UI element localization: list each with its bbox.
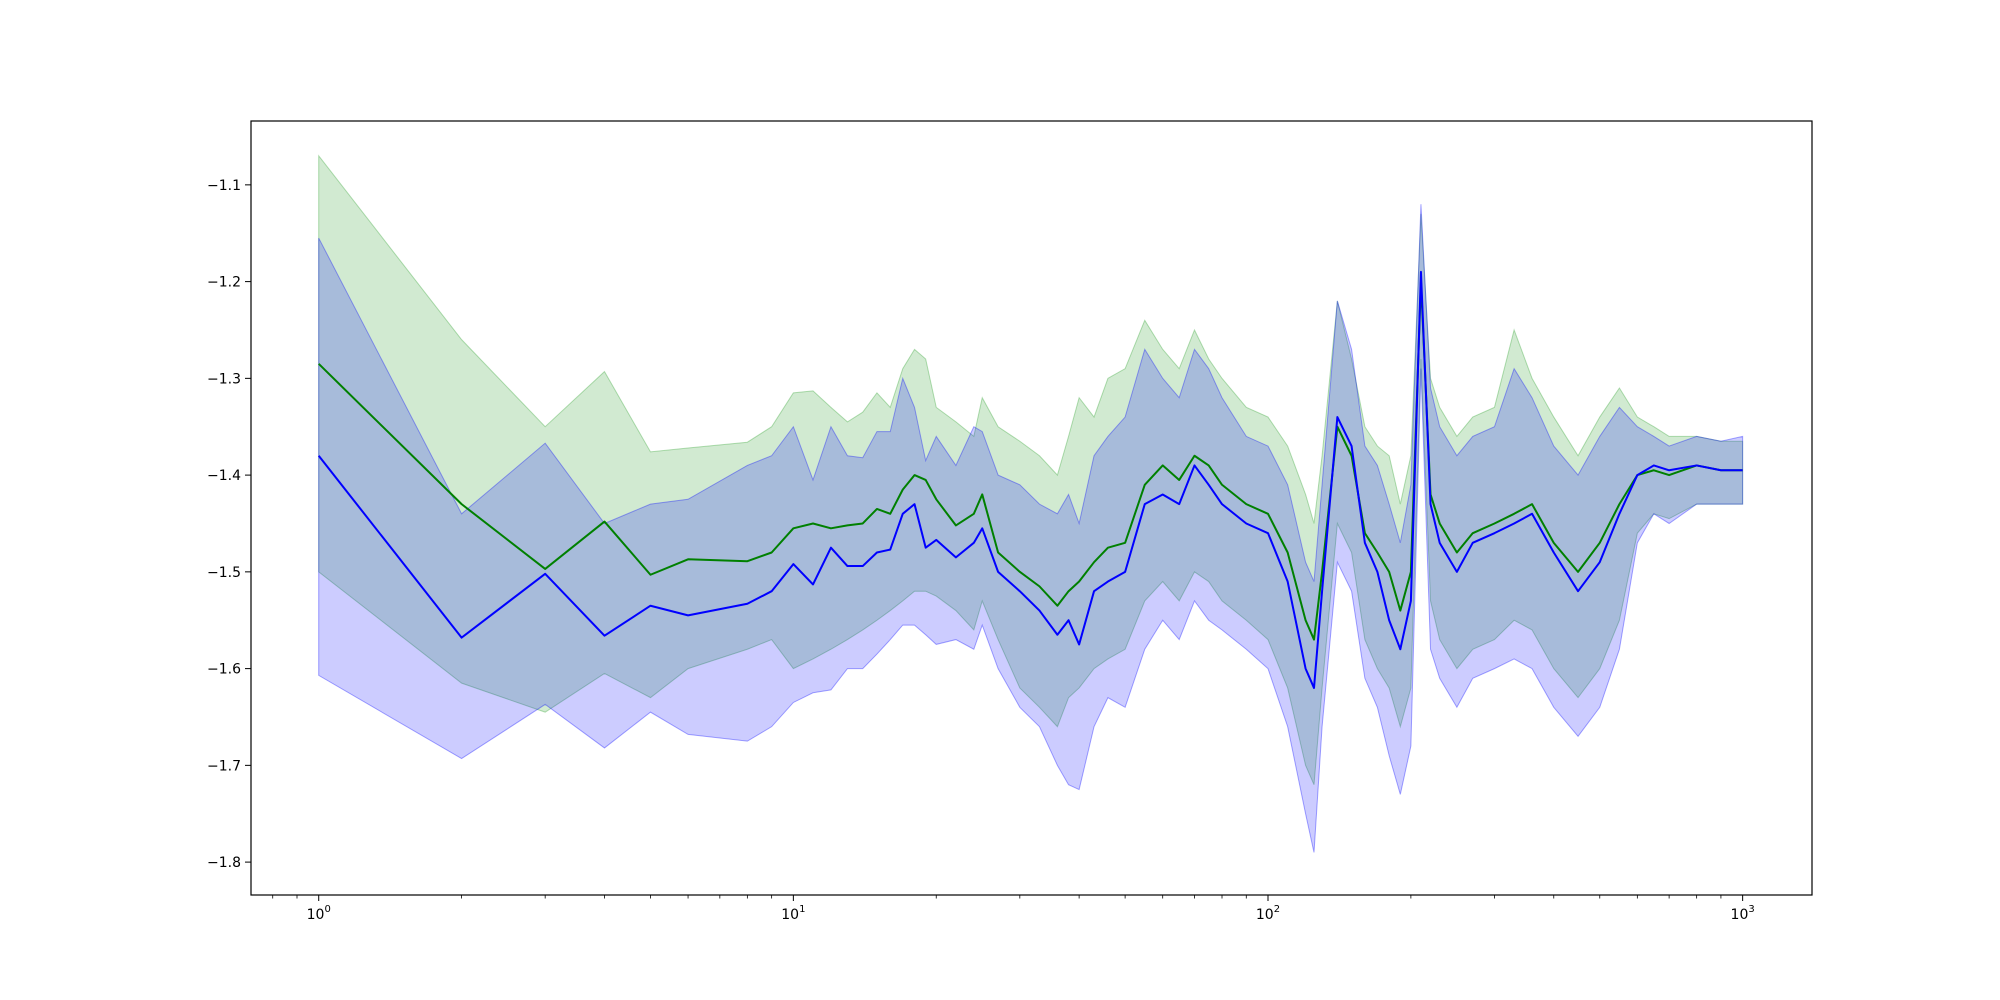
axes-frame [250,120,1813,896]
x-tick-label: 102 [1256,904,1280,923]
series-blue-line [317,270,1743,689]
y-tick-label: −1.4 [207,468,241,484]
x-tick-label: 100 [307,904,331,923]
x-tick-label: 101 [781,904,805,923]
y-tick-label: −1.2 [207,275,241,291]
y-axis: −1.1 −1.2 −1.3 −1.4 −1.5 −1.6 −1.7 −1.8 [207,178,251,871]
y-tick-label: −1.3 [207,371,241,387]
x-axis: 100 101 102 103 [272,895,1755,923]
series-green-line [318,280,1743,641]
y-tick-label: −1.1 [207,178,241,194]
plot-area [317,154,1744,853]
y-tick-label: −1.6 [207,662,241,678]
y-tick-label: −1.8 [207,855,241,871]
x-tick-label: 103 [1731,904,1755,923]
y-tick-label: −1.7 [207,758,241,774]
series-green-band [318,154,1744,785]
series-blue-band [318,204,1744,853]
y-tick-label: −1.5 [207,565,241,581]
